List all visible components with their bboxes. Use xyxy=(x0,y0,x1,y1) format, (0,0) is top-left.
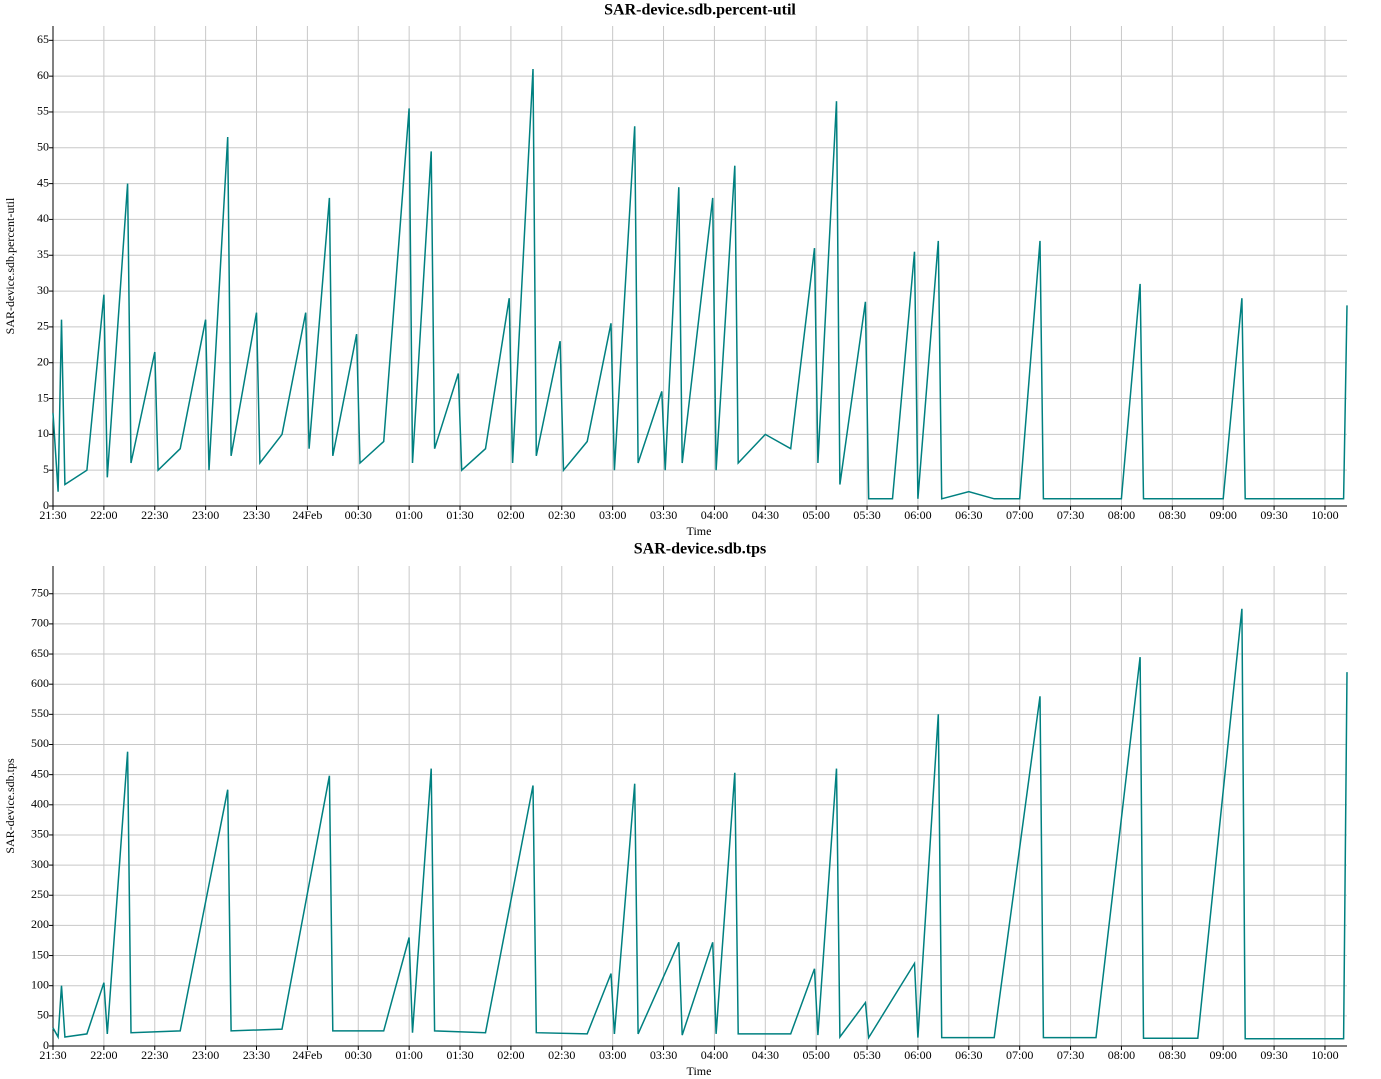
line-series xyxy=(52,608,1348,1040)
x-tick-label: 02:00 xyxy=(497,1048,524,1062)
y-tick-label: 650 xyxy=(31,646,49,660)
x-tick-label: 21:30 xyxy=(39,508,66,522)
y-tick-label: 65 xyxy=(37,32,49,46)
x-tick-label: 07:30 xyxy=(1057,508,1084,522)
x-tick-label: 09:30 xyxy=(1260,1048,1287,1062)
x-tick-label: 06:30 xyxy=(955,1048,982,1062)
y-tick-label: 150 xyxy=(31,947,49,961)
x-tick-label: 23:00 xyxy=(192,508,219,522)
x-tick-label: 06:00 xyxy=(904,508,931,522)
x-tick-label: 22:00 xyxy=(90,508,117,522)
x-tick-label: 00:30 xyxy=(345,508,372,522)
x-tick-label: 06:30 xyxy=(955,508,982,522)
x-tick-label: 00:30 xyxy=(345,1048,372,1062)
chart-title: SAR-device.sdb.tps xyxy=(634,541,766,558)
y-axis-label: SAR-device.sdb.tps xyxy=(3,758,17,854)
x-tick-label: 23:00 xyxy=(192,1048,219,1062)
x-tick-label: 03:30 xyxy=(650,1048,677,1062)
x-tick-label: 08:00 xyxy=(1108,1048,1135,1062)
x-axis-label: Time xyxy=(687,1064,712,1078)
y-tick-label: 100 xyxy=(31,977,49,991)
chart-title: SAR-device.sdb.percent-util xyxy=(604,2,796,19)
y-tick-label: 250 xyxy=(31,887,49,901)
x-tick-label: 01:00 xyxy=(395,508,422,522)
x-tick-label: 04:30 xyxy=(752,1048,779,1062)
x-tick-label: 03:00 xyxy=(599,508,626,522)
y-tick-label: 0 xyxy=(43,1038,49,1052)
x-tick-label: 09:00 xyxy=(1210,508,1237,522)
x-tick-label: 08:30 xyxy=(1159,1048,1186,1062)
x-tick-label: 04:00 xyxy=(701,508,728,522)
y-tick-label: 300 xyxy=(31,857,49,871)
x-tick-label: 04:00 xyxy=(701,1048,728,1062)
x-tick-label: 08:00 xyxy=(1108,508,1135,522)
x-tick-label: 02:30 xyxy=(548,508,575,522)
y-tick-label: 55 xyxy=(37,104,49,118)
y-tick-label: 25 xyxy=(37,319,49,333)
x-tick-label: 05:30 xyxy=(853,508,880,522)
x-tick-label: 01:30 xyxy=(446,1048,473,1062)
y-axis-label: SAR-device.sdb.percent-util xyxy=(3,197,17,334)
x-tick-label: 22:00 xyxy=(90,1048,117,1062)
x-tick-label: 05:30 xyxy=(853,1048,880,1062)
y-tick-label: 50 xyxy=(37,1008,49,1022)
x-tick-label: 22:30 xyxy=(141,1048,168,1062)
x-tick-label: 04:30 xyxy=(752,508,779,522)
y-tick-label: 450 xyxy=(31,766,49,780)
y-tick-label: 0 xyxy=(43,498,49,512)
x-tick-label: 24Feb xyxy=(292,508,322,522)
x-tick-label: 09:30 xyxy=(1260,508,1287,522)
line-series xyxy=(52,68,1348,500)
y-tick-label: 15 xyxy=(37,390,49,404)
x-tick-label: 02:30 xyxy=(548,1048,575,1062)
x-tick-label: 07:00 xyxy=(1006,1048,1033,1062)
x-tick-label: 10:00 xyxy=(1311,1048,1338,1062)
x-tick-label: 23:30 xyxy=(243,1048,270,1062)
y-tick-label: 30 xyxy=(37,283,49,297)
y-tick-label: 50 xyxy=(37,140,49,154)
y-tick-label: 700 xyxy=(31,616,49,630)
y-tick-label: 500 xyxy=(31,736,49,750)
x-tick-label: 05:00 xyxy=(802,1048,829,1062)
x-tick-label: 03:30 xyxy=(650,508,677,522)
x-tick-label: 22:30 xyxy=(141,508,168,522)
y-tick-label: 550 xyxy=(31,706,49,720)
x-tick-label: 07:00 xyxy=(1006,508,1033,522)
x-axis-label: Time xyxy=(687,524,712,538)
x-tick-label: 21:30 xyxy=(39,1048,66,1062)
y-tick-label: 750 xyxy=(31,585,49,599)
y-tick-label: 350 xyxy=(31,827,49,841)
x-tick-label: 01:00 xyxy=(395,1048,422,1062)
y-tick-label: 10 xyxy=(37,426,49,440)
y-tick-label: 35 xyxy=(37,247,49,261)
x-tick-label: 24Feb xyxy=(292,1048,322,1062)
y-tick-label: 45 xyxy=(37,175,49,189)
y-tick-label: 5 xyxy=(43,462,49,476)
x-tick-label: 01:30 xyxy=(446,508,473,522)
x-tick-label: 10:00 xyxy=(1311,508,1338,522)
x-tick-label: 05:00 xyxy=(802,508,829,522)
y-tick-label: 40 xyxy=(37,211,49,225)
y-tick-label: 60 xyxy=(37,68,49,82)
y-tick-label: 600 xyxy=(31,676,49,690)
x-tick-label: 07:30 xyxy=(1057,1048,1084,1062)
x-tick-label: 23:30 xyxy=(243,508,270,522)
x-tick-label: 08:30 xyxy=(1159,508,1186,522)
y-tick-label: 20 xyxy=(37,354,49,368)
x-tick-label: 02:00 xyxy=(497,508,524,522)
y-tick-label: 200 xyxy=(31,917,49,931)
x-tick-label: 03:00 xyxy=(599,1048,626,1062)
x-tick-label: 09:00 xyxy=(1210,1048,1237,1062)
y-tick-label: 400 xyxy=(31,797,49,811)
x-tick-label: 06:00 xyxy=(904,1048,931,1062)
